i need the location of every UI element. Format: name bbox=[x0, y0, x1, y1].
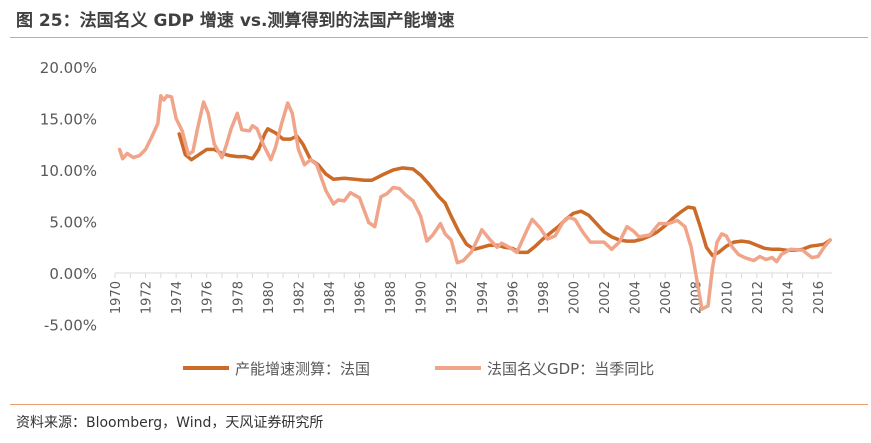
x-tick-label: 1994 bbox=[476, 281, 491, 314]
source-divider bbox=[10, 404, 868, 405]
x-tick-label: 2016 bbox=[812, 281, 827, 314]
y-tick-label: 20.00% bbox=[40, 59, 97, 77]
x-tick-label: 1984 bbox=[323, 281, 338, 314]
x-tick-label: 1996 bbox=[506, 281, 521, 314]
line-chart: -5.00% 0.00% 5.00% 10.00% 15.00% 20.00% 1970 19… bbox=[40, 59, 832, 378]
x-tick-label: 1978 bbox=[231, 281, 246, 314]
y-tick-label: 15.00% bbox=[40, 111, 97, 129]
x-tick-label: 1970 bbox=[109, 281, 124, 314]
x-tick-label: 2012 bbox=[751, 281, 766, 314]
x-tick-label: 2014 bbox=[781, 281, 796, 314]
figure-title: 图 25：法国名义 GDP 增速 vs.测算得到的法国产能增速 bbox=[16, 11, 455, 31]
x-tick-label: 1980 bbox=[262, 281, 277, 314]
x-tick-label: 1998 bbox=[537, 281, 552, 314]
x-tick-label: 2002 bbox=[598, 281, 613, 314]
x-tick-label: 1974 bbox=[170, 281, 185, 314]
legend-label: 产能增速测算：法国 bbox=[235, 360, 370, 378]
x-tick-label: 2000 bbox=[567, 281, 582, 314]
series-line-2 bbox=[117, 94, 832, 311]
legend-label: 法国名义GDP：当季同比 bbox=[487, 360, 654, 378]
x-tick-label: 2006 bbox=[659, 281, 674, 314]
title-divider bbox=[10, 37, 868, 38]
x-tick-label: 1982 bbox=[292, 281, 307, 314]
x-tick-label: 1992 bbox=[445, 281, 460, 314]
x-tick-label: 2010 bbox=[720, 281, 735, 314]
source-note: 资料来源：Bloomberg，Wind，天风证券研究所 bbox=[16, 415, 324, 431]
y-tick-label: 10.00% bbox=[40, 162, 97, 180]
x-tick-label: 1986 bbox=[354, 281, 369, 314]
x-tick-label: 1972 bbox=[140, 281, 155, 314]
x-tick-label: 1976 bbox=[201, 281, 216, 314]
x-tick-label: 2004 bbox=[629, 281, 644, 314]
y-tick-label: -5.00% bbox=[44, 317, 97, 335]
x-tick-label: 1988 bbox=[384, 281, 399, 314]
y-tick-label: 0.00% bbox=[49, 265, 97, 283]
y-tick-label: 5.00% bbox=[49, 214, 97, 232]
x-tick-label: 1990 bbox=[415, 281, 430, 314]
